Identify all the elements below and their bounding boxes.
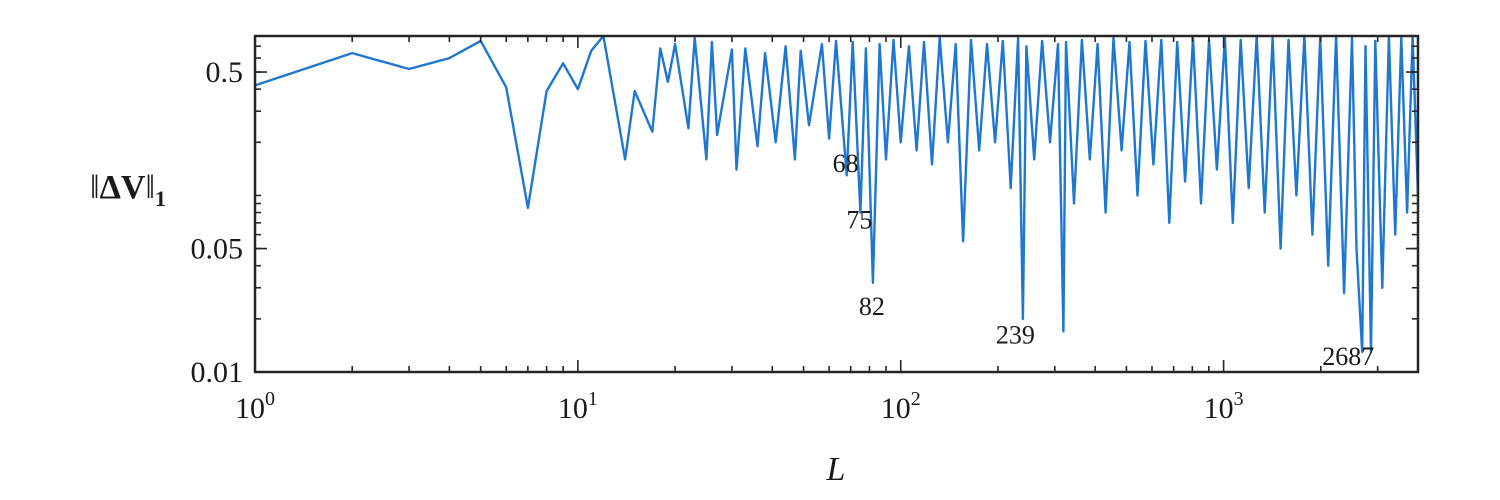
y-tick-label: 0.01 xyxy=(191,356,244,389)
y-axis-label: ‖ΔV‖1 xyxy=(90,169,166,211)
x-tick-label: 103 xyxy=(1204,388,1244,425)
x-tick-label: 100 xyxy=(235,388,275,425)
y-tick-label: 0.5 xyxy=(206,56,244,89)
annotation-label-82: 82 xyxy=(859,292,885,321)
x-tick-label: 102 xyxy=(881,388,921,425)
annotations: 68 75 82 239 2687 xyxy=(833,149,1375,371)
plot-series xyxy=(254,34,1420,354)
x-tick-label: 101 xyxy=(558,388,598,425)
annotation-label-68: 68 xyxy=(833,149,859,178)
plot-frame xyxy=(253,34,1420,374)
annotation-label-2687: 2687 xyxy=(1322,342,1374,371)
annotation-label-75: 75 xyxy=(846,206,872,235)
series-line-0 xyxy=(254,34,1420,354)
x-axis-label: L xyxy=(826,451,846,488)
y-tick-label: 0.05 xyxy=(191,233,244,266)
annotation-label-239: 239 xyxy=(996,321,1035,350)
